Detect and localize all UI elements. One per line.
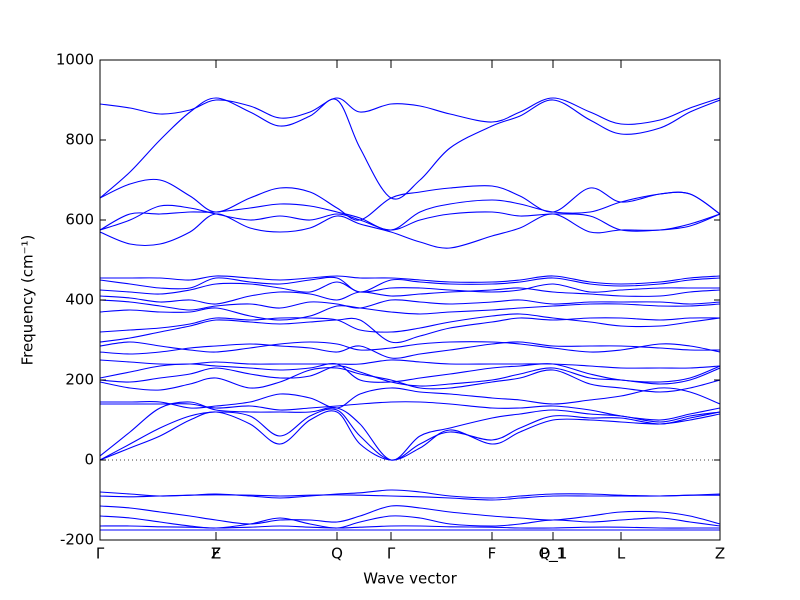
band-line: [100, 275, 720, 285]
y-tick-label: 800: [65, 131, 94, 149]
band-line: [100, 387, 720, 409]
band-line: [100, 505, 720, 525]
band-line: [100, 276, 720, 293]
x-axis-label: Wave vector: [363, 570, 457, 588]
band-line: [100, 525, 720, 529]
band-line: [100, 367, 720, 393]
y-axis-label: Frequency (cm⁻¹): [19, 235, 37, 366]
y-tick-label: -200: [60, 531, 94, 549]
plot-area: [100, 97, 720, 531]
band-line: [100, 341, 720, 359]
y-tick-label: 600: [65, 211, 94, 229]
x-tick-label: P_1: [540, 545, 566, 564]
band-line: [100, 287, 720, 305]
band-line: [100, 317, 720, 344]
y-tick-label: 0: [84, 451, 94, 469]
band-line: [100, 178, 720, 221]
band-line: [100, 410, 720, 461]
x-tick-label: L: [617, 545, 626, 563]
x-tick-label: F: [212, 545, 221, 563]
band-line: [100, 281, 720, 295]
band-line: [100, 97, 720, 125]
band-line: [100, 97, 720, 200]
band-line: [100, 303, 720, 321]
band-line: [100, 365, 720, 387]
x-tick-label: Q: [331, 545, 343, 563]
band-line: [100, 341, 720, 353]
x-tick-label: Q_1: [539, 545, 568, 564]
band-line: [100, 213, 720, 249]
x-tick-label: Γ: [387, 545, 396, 563]
x-tick-label: Z: [211, 545, 221, 563]
y-tick-label: 1000: [56, 51, 94, 69]
band-line: [100, 359, 720, 369]
y-tick-label: 200: [65, 371, 94, 389]
x-tick-label: F: [488, 545, 497, 563]
y-tick-label: 400: [65, 291, 94, 309]
band-line: [100, 494, 720, 501]
x-tick-label: Z: [715, 545, 725, 563]
band-line: [100, 401, 720, 421]
x-tick-label: Γ: [96, 545, 105, 563]
band-line: [100, 313, 720, 333]
band-line: [100, 299, 720, 311]
band-line: [100, 204, 720, 232]
